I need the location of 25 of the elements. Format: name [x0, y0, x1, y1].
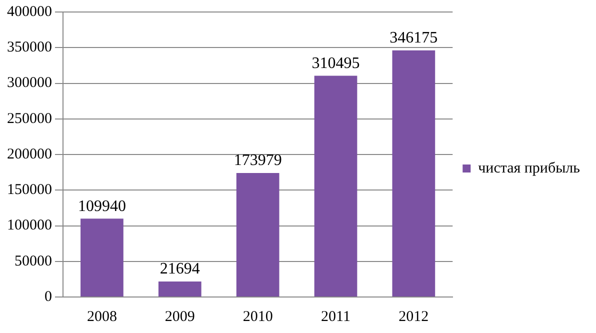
data-label: 173979 — [234, 152, 282, 170]
data-label: 346175 — [390, 30, 438, 47]
y-tick-label: 250000 — [7, 110, 52, 127]
legend-label: чистая прибыль — [478, 160, 580, 176]
bar — [158, 282, 202, 296]
y-tick-label: 350000 — [7, 40, 52, 56]
x-tick-label: 2009 — [164, 308, 195, 325]
data-label: 109940 — [78, 198, 126, 215]
x-tick-label: 2011 — [321, 308, 350, 325]
y-tick-label: 50000 — [14, 253, 52, 270]
y-tick-label: 0 — [44, 288, 52, 305]
y-tick-label: 150000 — [7, 182, 52, 198]
data-label: 21694 — [160, 260, 200, 278]
bar — [314, 76, 358, 296]
x-tick-label: 2010 — [242, 308, 273, 325]
bar — [392, 50, 436, 296]
data-label: 310495 — [312, 54, 360, 72]
y-tick-label: 100000 — [7, 218, 52, 234]
y-tick-label: 200000 — [7, 146, 52, 162]
x-tick-label: 2008 — [86, 308, 117, 325]
x-tick-label: 2012 — [398, 308, 429, 325]
bar — [80, 218, 124, 296]
y-tick-label: 300000 — [7, 75, 52, 92]
bar — [236, 173, 280, 296]
y-tick-label: 400000 — [7, 4, 52, 20]
